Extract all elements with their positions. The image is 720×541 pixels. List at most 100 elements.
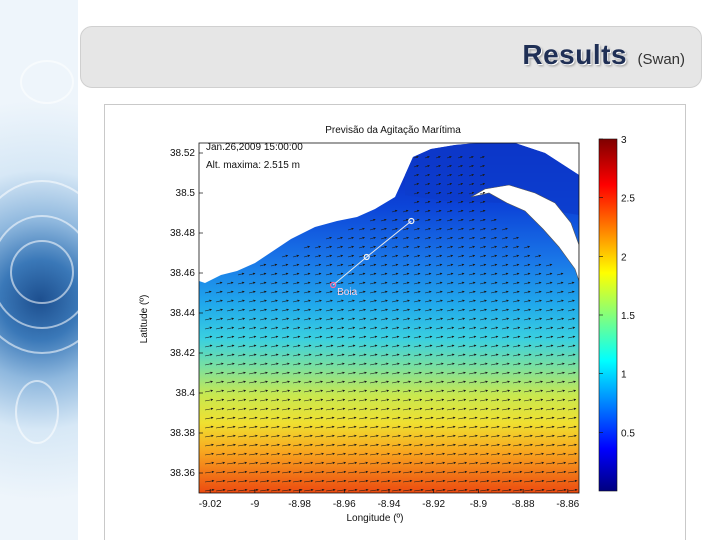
wave-arrow xyxy=(512,407,522,411)
wave-arrow xyxy=(292,290,300,294)
wave-arrow xyxy=(424,209,431,213)
wave-arrow xyxy=(402,245,410,249)
wave-arrow xyxy=(457,407,467,411)
wave-arrow xyxy=(358,308,366,312)
wave-arrow xyxy=(314,479,325,483)
wave-arrow xyxy=(347,488,358,492)
wave-arrow xyxy=(413,380,423,384)
wave-arrow xyxy=(391,218,398,222)
wave-arrow xyxy=(402,317,411,321)
wave-arrow xyxy=(380,236,387,240)
wave-arrow xyxy=(556,470,567,474)
wave-arrow xyxy=(270,488,281,492)
wave-arrow xyxy=(468,156,474,159)
wave-arrow xyxy=(523,308,531,312)
wave-arrow xyxy=(325,344,334,348)
wave-arrow xyxy=(545,272,553,276)
wave-arrow xyxy=(281,371,290,375)
wave-arrow xyxy=(567,479,578,483)
wave-arrow xyxy=(435,290,443,294)
wave-arrow xyxy=(270,353,279,357)
wave-arrow xyxy=(391,308,399,312)
wave-arrow xyxy=(292,371,301,375)
wave-arrow xyxy=(281,470,292,474)
wave-arrow xyxy=(435,156,441,159)
wave-arrow xyxy=(292,488,303,492)
wave-arrow xyxy=(512,263,520,267)
wave-arrow xyxy=(358,371,367,375)
wave-arrow xyxy=(413,317,422,321)
wave-arrow xyxy=(259,371,268,375)
wave-arrow xyxy=(248,362,257,366)
wave-arrow xyxy=(270,317,279,321)
wave-arrow xyxy=(402,371,411,375)
wave-arrow xyxy=(490,272,498,276)
wave-arrow xyxy=(215,344,224,348)
wave-arrow xyxy=(435,200,442,204)
wave-arrow xyxy=(468,263,476,267)
wave-arrow xyxy=(237,281,245,285)
wave-arrow xyxy=(413,308,421,312)
wave-arrow xyxy=(534,308,542,312)
wave-arrow xyxy=(325,308,333,312)
buoy-transect-line xyxy=(332,220,412,286)
wave-arrow xyxy=(413,362,422,366)
wave-arrow xyxy=(391,389,401,393)
wave-arrow xyxy=(402,254,410,258)
wave-arrow xyxy=(479,425,489,429)
wave-arrow xyxy=(479,398,489,402)
wave-arrow xyxy=(413,209,420,213)
wave-arrow xyxy=(369,335,378,339)
wave-arrow xyxy=(347,299,355,303)
wave-arrow xyxy=(556,479,567,483)
wave-arrow xyxy=(347,416,357,420)
wave-arrow xyxy=(204,380,214,384)
wave-arrow xyxy=(391,281,399,285)
wave-arrow xyxy=(490,434,500,438)
wave-arrow xyxy=(226,470,237,474)
wave-arrow xyxy=(226,308,234,312)
wave-arrow xyxy=(380,416,390,420)
wave-arrow xyxy=(501,317,510,321)
x-tick-label: -8.88 xyxy=(512,499,535,510)
wave-arrow xyxy=(446,254,454,258)
wave-arrow xyxy=(457,299,465,303)
wave-arrow xyxy=(435,263,443,267)
wave-arrow xyxy=(457,209,464,213)
wave-arrow xyxy=(303,308,311,312)
wave-arrow xyxy=(424,452,435,456)
wave-arrow xyxy=(479,488,490,492)
wave-arrow xyxy=(490,245,498,249)
wave-arrow xyxy=(314,470,325,474)
plot-area: Boia xyxy=(199,143,579,493)
wave-arrow xyxy=(248,317,257,321)
wave-arrow xyxy=(325,470,336,474)
wave-arrow xyxy=(336,407,346,411)
x-tick-label: -9 xyxy=(250,499,259,510)
wave-arrow xyxy=(204,461,215,465)
wave-arrow xyxy=(479,434,489,438)
slide-title-bar: Results (Swan) xyxy=(80,26,702,88)
wave-arrow xyxy=(501,335,510,339)
wave-arrow xyxy=(523,425,533,429)
wave-arrow xyxy=(457,164,463,168)
wave-arrow xyxy=(468,308,476,312)
wave-arrow xyxy=(369,308,377,312)
wave-arrow xyxy=(325,335,334,339)
wave-arrow xyxy=(424,227,431,231)
wave-arrow xyxy=(512,344,521,348)
colorbar-ticks: 3 2.5 2 1.5 1 0.5 xyxy=(599,135,635,439)
wave-arrow xyxy=(369,425,379,429)
wave-arrow xyxy=(446,389,456,393)
wave-arrow xyxy=(270,263,278,267)
wave-arrow xyxy=(281,281,289,285)
wave-arrow xyxy=(567,443,577,447)
wave-arrow xyxy=(523,335,532,339)
wave-arrow xyxy=(523,254,531,258)
wave-arrow xyxy=(424,434,434,438)
wave-arrow xyxy=(468,218,475,222)
wave-arrow xyxy=(523,443,533,447)
wave-arrow xyxy=(215,281,223,285)
wave-arrow xyxy=(358,254,366,258)
wave-arrow xyxy=(226,434,236,438)
